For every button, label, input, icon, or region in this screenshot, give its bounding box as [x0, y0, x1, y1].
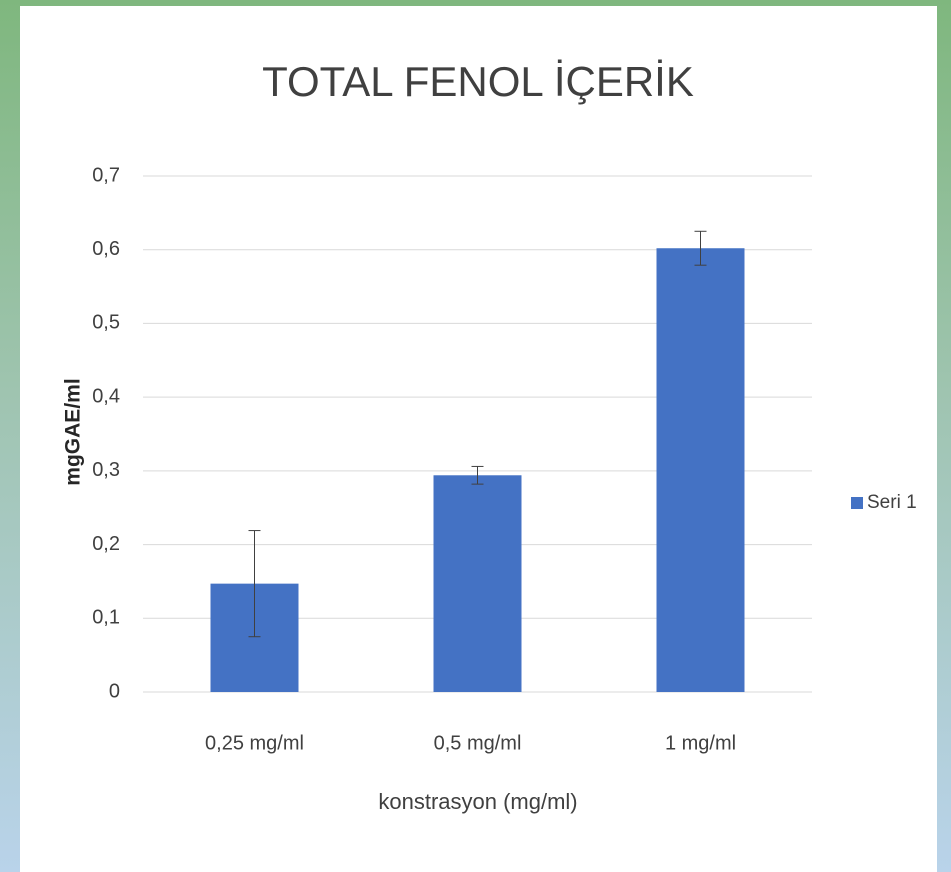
y-tick-label: 0,5 [92, 312, 120, 334]
y-tick-label: 0,2 [92, 533, 120, 555]
chart-title: TOTAL FENOL İÇERİK [262, 58, 694, 105]
x-tick-label: 1 mg/ml [665, 732, 736, 754]
y-tick-label: 0,3 [92, 459, 120, 481]
x-axis-label: konstrasyon (mg/ml) [378, 789, 577, 814]
x-tick-label: 0,5 mg/ml [434, 732, 522, 754]
y-axis-label: mgGAE/ml [62, 378, 85, 485]
bar [433, 475, 522, 692]
legend-swatch [851, 497, 863, 509]
y-tick-label: 0,4 [92, 385, 120, 407]
bar [656, 248, 745, 693]
y-tick-label: 0,1 [92, 607, 120, 629]
chart-panel [20, 6, 937, 872]
y-tick-label: 0,6 [92, 238, 120, 260]
y-tick-label: 0,7 [92, 164, 120, 186]
x-tick-label: 0,25 mg/ml [205, 732, 304, 754]
legend-label: Seri 1 [867, 492, 917, 513]
y-tick-label: 0 [109, 680, 120, 702]
